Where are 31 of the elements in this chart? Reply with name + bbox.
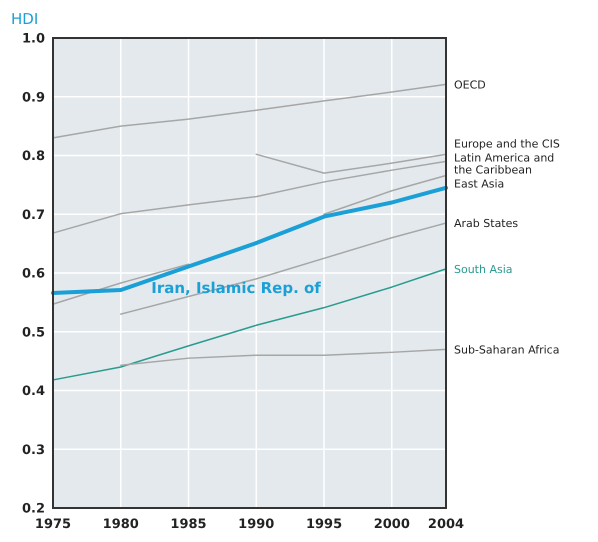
line-series (52, 84, 447, 139)
series-label: Europe and the CIS (454, 138, 560, 151)
y-tick-label: 0.9 (22, 90, 45, 106)
series-label: Sub-Saharan Africa (454, 343, 560, 356)
line-series (52, 160, 447, 234)
y-tick-label: 0.2 (22, 502, 45, 517)
y-tick-label: 0.8 (22, 149, 45, 164)
series-label: South Asia (454, 262, 513, 276)
x-tick-label: 1975 (34, 517, 72, 532)
y-axis-title: HDI (11, 10, 38, 28)
y-tick-label: 0.5 (22, 325, 45, 340)
series-label: Latin America and the Caribbean (454, 152, 554, 177)
line-series (120, 348, 447, 366)
x-tick-label: 1990 (238, 517, 274, 532)
y-tick-label: 0.6 (22, 266, 45, 282)
x-tick-label: 2000 (374, 517, 410, 532)
y-tick-label: 1.0 (22, 32, 45, 47)
x-tick-label: 1985 (170, 517, 207, 532)
y-tick-label: 0.7 (22, 208, 45, 223)
series-label: East Asia (454, 178, 504, 191)
line-series (120, 222, 447, 315)
series-label: Iran, Islamic Rep. of (151, 279, 322, 298)
x-tick-label: 1995 (306, 517, 342, 532)
x-tick-label: 2004 (428, 517, 464, 532)
y-tick-label: 0.3 (22, 442, 45, 458)
line-series (51, 186, 448, 295)
x-tick-label: 1980 (102, 517, 139, 532)
series-label: Arab States (454, 217, 518, 230)
y-tick-label: 0.4 (22, 384, 45, 400)
line-series (52, 268, 447, 381)
series-label: OECD (454, 78, 486, 92)
